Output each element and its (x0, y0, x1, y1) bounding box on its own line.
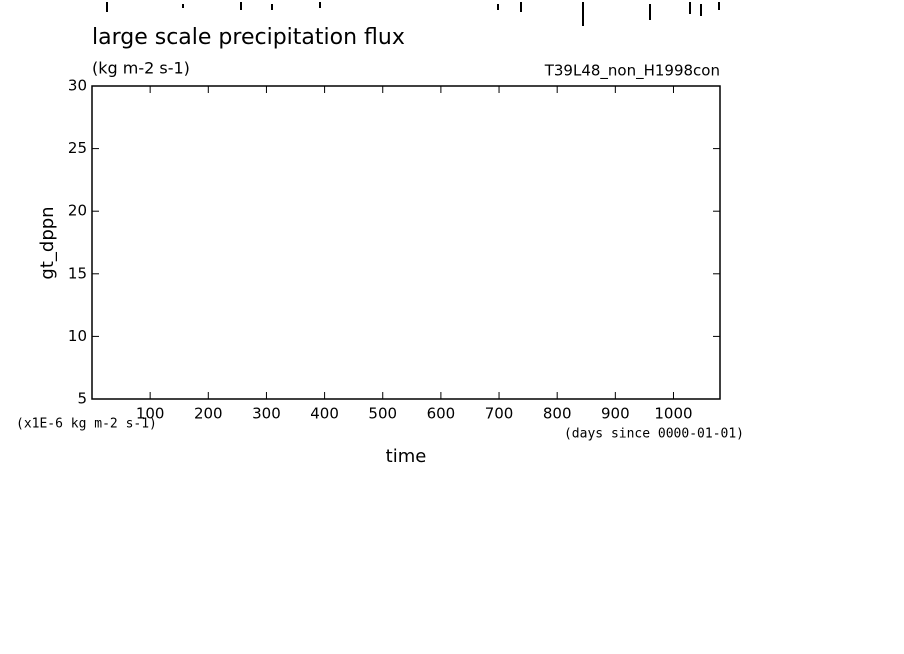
x-tick-label: 700 (485, 405, 514, 423)
x-tick-label: 100 (136, 405, 165, 423)
y-tick-label: 15 (68, 264, 87, 282)
y-tick-label: 5 (77, 390, 87, 408)
x-tick-label: 200 (194, 405, 223, 423)
y-tick-label: 20 (68, 202, 87, 220)
y-axis-label: gt_dppn (37, 206, 58, 279)
annotation: T39L48_non_H1998con (544, 62, 720, 81)
top-artifacts (106, 2, 720, 26)
y-tick-label: 10 (68, 327, 87, 345)
x-tick-label: 600 (427, 405, 456, 423)
plot-frame (91, 85, 721, 400)
x-unit-note: (days since 0000-01-01) (564, 427, 744, 442)
y-tick-label: 30 (68, 77, 87, 95)
y-unit-note: (x1E-6 kg m-2 s-1) (16, 417, 157, 432)
x-tick-label: 800 (543, 405, 572, 423)
x-tick-label: 300 (252, 405, 281, 423)
x-tick-label: 900 (601, 405, 630, 423)
chart-title: large scale precipitation flux (92, 25, 405, 50)
x-tick-label: 400 (310, 405, 339, 423)
y-tick-label: 25 (68, 139, 87, 157)
x-tick-label: 1000 (654, 405, 692, 423)
subtitle: (kg m-2 s-1) (92, 59, 190, 78)
x-axis-label: time (386, 446, 427, 467)
x-tick-label: 500 (368, 405, 397, 423)
